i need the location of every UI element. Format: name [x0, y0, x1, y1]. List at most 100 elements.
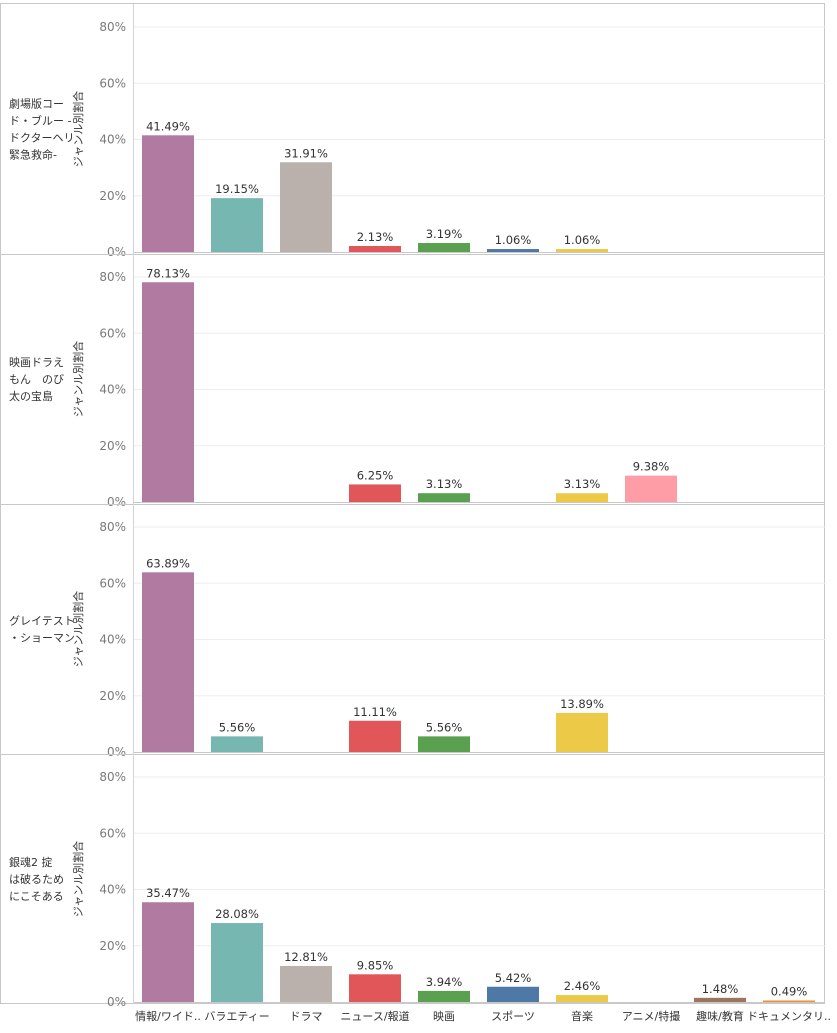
row-label: にこそある: [9, 890, 64, 903]
data-label: 5.42%: [495, 971, 532, 985]
y-tick-label: 60%: [99, 76, 126, 90]
y-axis-title: ジャンル別割合: [71, 341, 85, 417]
bar: [763, 1000, 815, 1002]
bar: [487, 249, 539, 252]
bar: [211, 923, 263, 1002]
data-label: 2.13%: [357, 230, 394, 244]
bar: [349, 484, 401, 502]
y-tick-label: 80%: [99, 20, 126, 34]
data-label: 3.13%: [426, 477, 463, 491]
bar: [349, 974, 401, 1002]
y-axis-title: ジャンル別割合: [71, 841, 85, 917]
x-tick-label: ドキュメンタリ..: [747, 1010, 831, 1023]
row-label: ・ショーマン: [9, 632, 75, 645]
bar: [349, 720, 401, 752]
x-tick-label: アニメ/特撮: [622, 1009, 681, 1023]
bar: [556, 712, 608, 752]
row-label: 映画ドラえ: [9, 356, 64, 369]
bar: [142, 135, 194, 252]
data-label: 63.89%: [146, 556, 190, 570]
data-label: 78.13%: [146, 266, 190, 280]
row-label: 劇場版コー: [9, 97, 64, 111]
row-label: 太の宝島: [9, 389, 53, 403]
bar: [349, 246, 401, 252]
y-tick-label: 80%: [99, 270, 126, 284]
y-tick-label: 80%: [99, 770, 126, 784]
y-tick-label: 0%: [107, 995, 126, 1009]
data-label: 2.46%: [564, 979, 601, 993]
data-label: 3.19%: [426, 227, 463, 241]
row-label: グレイテスト: [9, 614, 75, 628]
y-tick-label: 60%: [99, 576, 126, 590]
data-label: 3.94%: [426, 975, 463, 989]
data-label: 41.49%: [146, 119, 190, 133]
x-tick-label: ドラマ: [290, 1010, 323, 1023]
x-tick-label: バラエティー: [204, 1010, 269, 1023]
data-label: 28.08%: [215, 907, 259, 921]
bar: [418, 736, 470, 752]
data-label: 12.81%: [284, 950, 328, 964]
data-label: 1.06%: [495, 233, 532, 247]
bar: [142, 572, 194, 752]
bar: [142, 902, 194, 1002]
data-label: 31.91%: [284, 146, 328, 160]
x-tick-label: ニュース/報道: [340, 1009, 409, 1023]
row-label: 緊急救命-: [9, 148, 57, 162]
bar: [418, 243, 470, 252]
chart-frame: [0, 3, 825, 1004]
bar: [418, 990, 470, 1002]
y-tick-label: 20%: [99, 939, 126, 953]
row-label: もん のび: [9, 373, 64, 386]
data-label: 19.15%: [215, 182, 259, 196]
y-tick-label: 0%: [107, 745, 126, 759]
data-label: 0.49%: [771, 985, 808, 999]
y-tick-label: 80%: [99, 520, 126, 534]
x-tick-label: 趣味/教育: [696, 1009, 744, 1023]
y-axis-title: ジャンル別割合: [71, 91, 85, 167]
data-label: 1.48%: [702, 982, 739, 996]
bar: [487, 986, 539, 1002]
row-label: は破るため: [9, 872, 64, 886]
data-label: 3.13%: [564, 477, 601, 491]
y-tick-label: 20%: [99, 689, 126, 703]
y-tick-label: 60%: [99, 326, 126, 340]
y-tick-label: 40%: [99, 133, 126, 147]
data-label: 1.06%: [564, 233, 601, 247]
x-tick-label: 音楽: [571, 1009, 593, 1023]
row-label: ド・ブルー -: [9, 114, 71, 128]
data-label: 35.47%: [146, 886, 190, 900]
bar: [625, 475, 677, 502]
y-tick-label: 40%: [99, 633, 126, 647]
x-tick-label: 情報/ワイド..: [135, 1010, 201, 1023]
data-label: 9.38%: [633, 460, 670, 474]
row-label: 銀魂2 掟: [9, 855, 53, 869]
bar: [556, 995, 608, 1002]
bar: [280, 965, 332, 1002]
bar: [211, 736, 263, 752]
bar: [556, 493, 608, 502]
bar: [142, 282, 194, 502]
bar: [694, 997, 746, 1002]
x-tick-label: 映画: [433, 1010, 455, 1023]
y-tick-label: 40%: [99, 883, 126, 897]
bar: [556, 249, 608, 252]
data-label: 11.11%: [353, 705, 397, 719]
data-label: 5.56%: [426, 720, 463, 734]
y-tick-label: 20%: [99, 189, 126, 203]
y-tick-label: 60%: [99, 826, 126, 840]
bar: [280, 162, 332, 252]
y-tick-label: 20%: [99, 439, 126, 453]
data-label: 13.89%: [560, 697, 604, 711]
data-label: 6.25%: [357, 468, 394, 482]
y-tick-label: 0%: [107, 495, 126, 509]
x-tick-label: スポーツ: [491, 1010, 535, 1023]
y-axis-title: ジャンル別割合: [71, 591, 85, 667]
bar: [418, 493, 470, 502]
y-tick-label: 40%: [99, 383, 126, 397]
y-tick-label: 0%: [107, 245, 126, 259]
data-label: 9.85%: [357, 958, 394, 972]
row-label: ドクターヘリ: [9, 132, 75, 145]
bar: [211, 198, 263, 252]
data-label: 5.56%: [219, 720, 256, 734]
